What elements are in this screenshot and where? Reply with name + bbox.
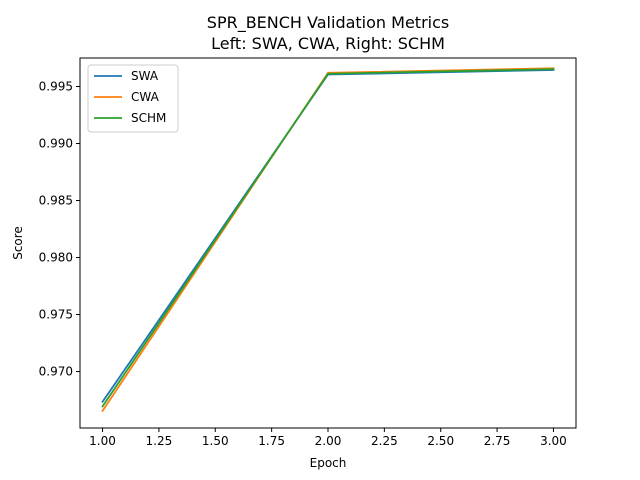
x-tick-label: 1.50 bbox=[202, 434, 229, 448]
chart-subtitle: Left: SWA, CWA, Right: SCHM bbox=[211, 34, 445, 53]
x-tick-label: 1.00 bbox=[89, 434, 116, 448]
series-line-cwa bbox=[101, 67, 555, 413]
x-axis-label: Epoch bbox=[310, 456, 347, 470]
y-tick-label: 0.990 bbox=[39, 137, 73, 151]
y-tick-label: 0.995 bbox=[39, 80, 73, 94]
legend-label-swa: SWA bbox=[131, 69, 159, 83]
series-lines bbox=[101, 67, 555, 413]
y-tick-label: 0.985 bbox=[39, 194, 73, 208]
legend: SWA CWA SCHM bbox=[87, 64, 179, 133]
plot-frame bbox=[79, 57, 577, 429]
y-tick-label: 0.970 bbox=[39, 365, 73, 379]
chart-title: SPR_BENCH Validation Metrics bbox=[207, 13, 449, 33]
x-tick-label: 1.25 bbox=[146, 434, 173, 448]
y-axis-ticks: 0.970 0.975 0.980 0.985 0.990 0.995 bbox=[39, 80, 80, 379]
legend-label-schm: SCHM bbox=[131, 111, 166, 125]
x-tick-label: 2.50 bbox=[427, 434, 454, 448]
y-tick-label: 0.975 bbox=[39, 308, 73, 322]
x-tick-label: 2.25 bbox=[371, 434, 398, 448]
x-tick-label: 3.00 bbox=[540, 434, 567, 448]
x-tick-label: 1.75 bbox=[258, 434, 285, 448]
y-tick-label: 0.980 bbox=[39, 251, 73, 265]
legend-label-cwa: CWA bbox=[131, 90, 160, 104]
x-axis-ticks: 1.00 1.25 1.50 1.75 2.00 2.25 2.50 2.75 3.00 bbox=[89, 428, 567, 448]
series-line-schm bbox=[101, 68, 555, 408]
legend-frame bbox=[87, 64, 179, 133]
x-tick-label: 2.75 bbox=[484, 434, 511, 448]
x-tick-label: 2.00 bbox=[315, 434, 342, 448]
y-axis-label: Score bbox=[11, 226, 25, 260]
